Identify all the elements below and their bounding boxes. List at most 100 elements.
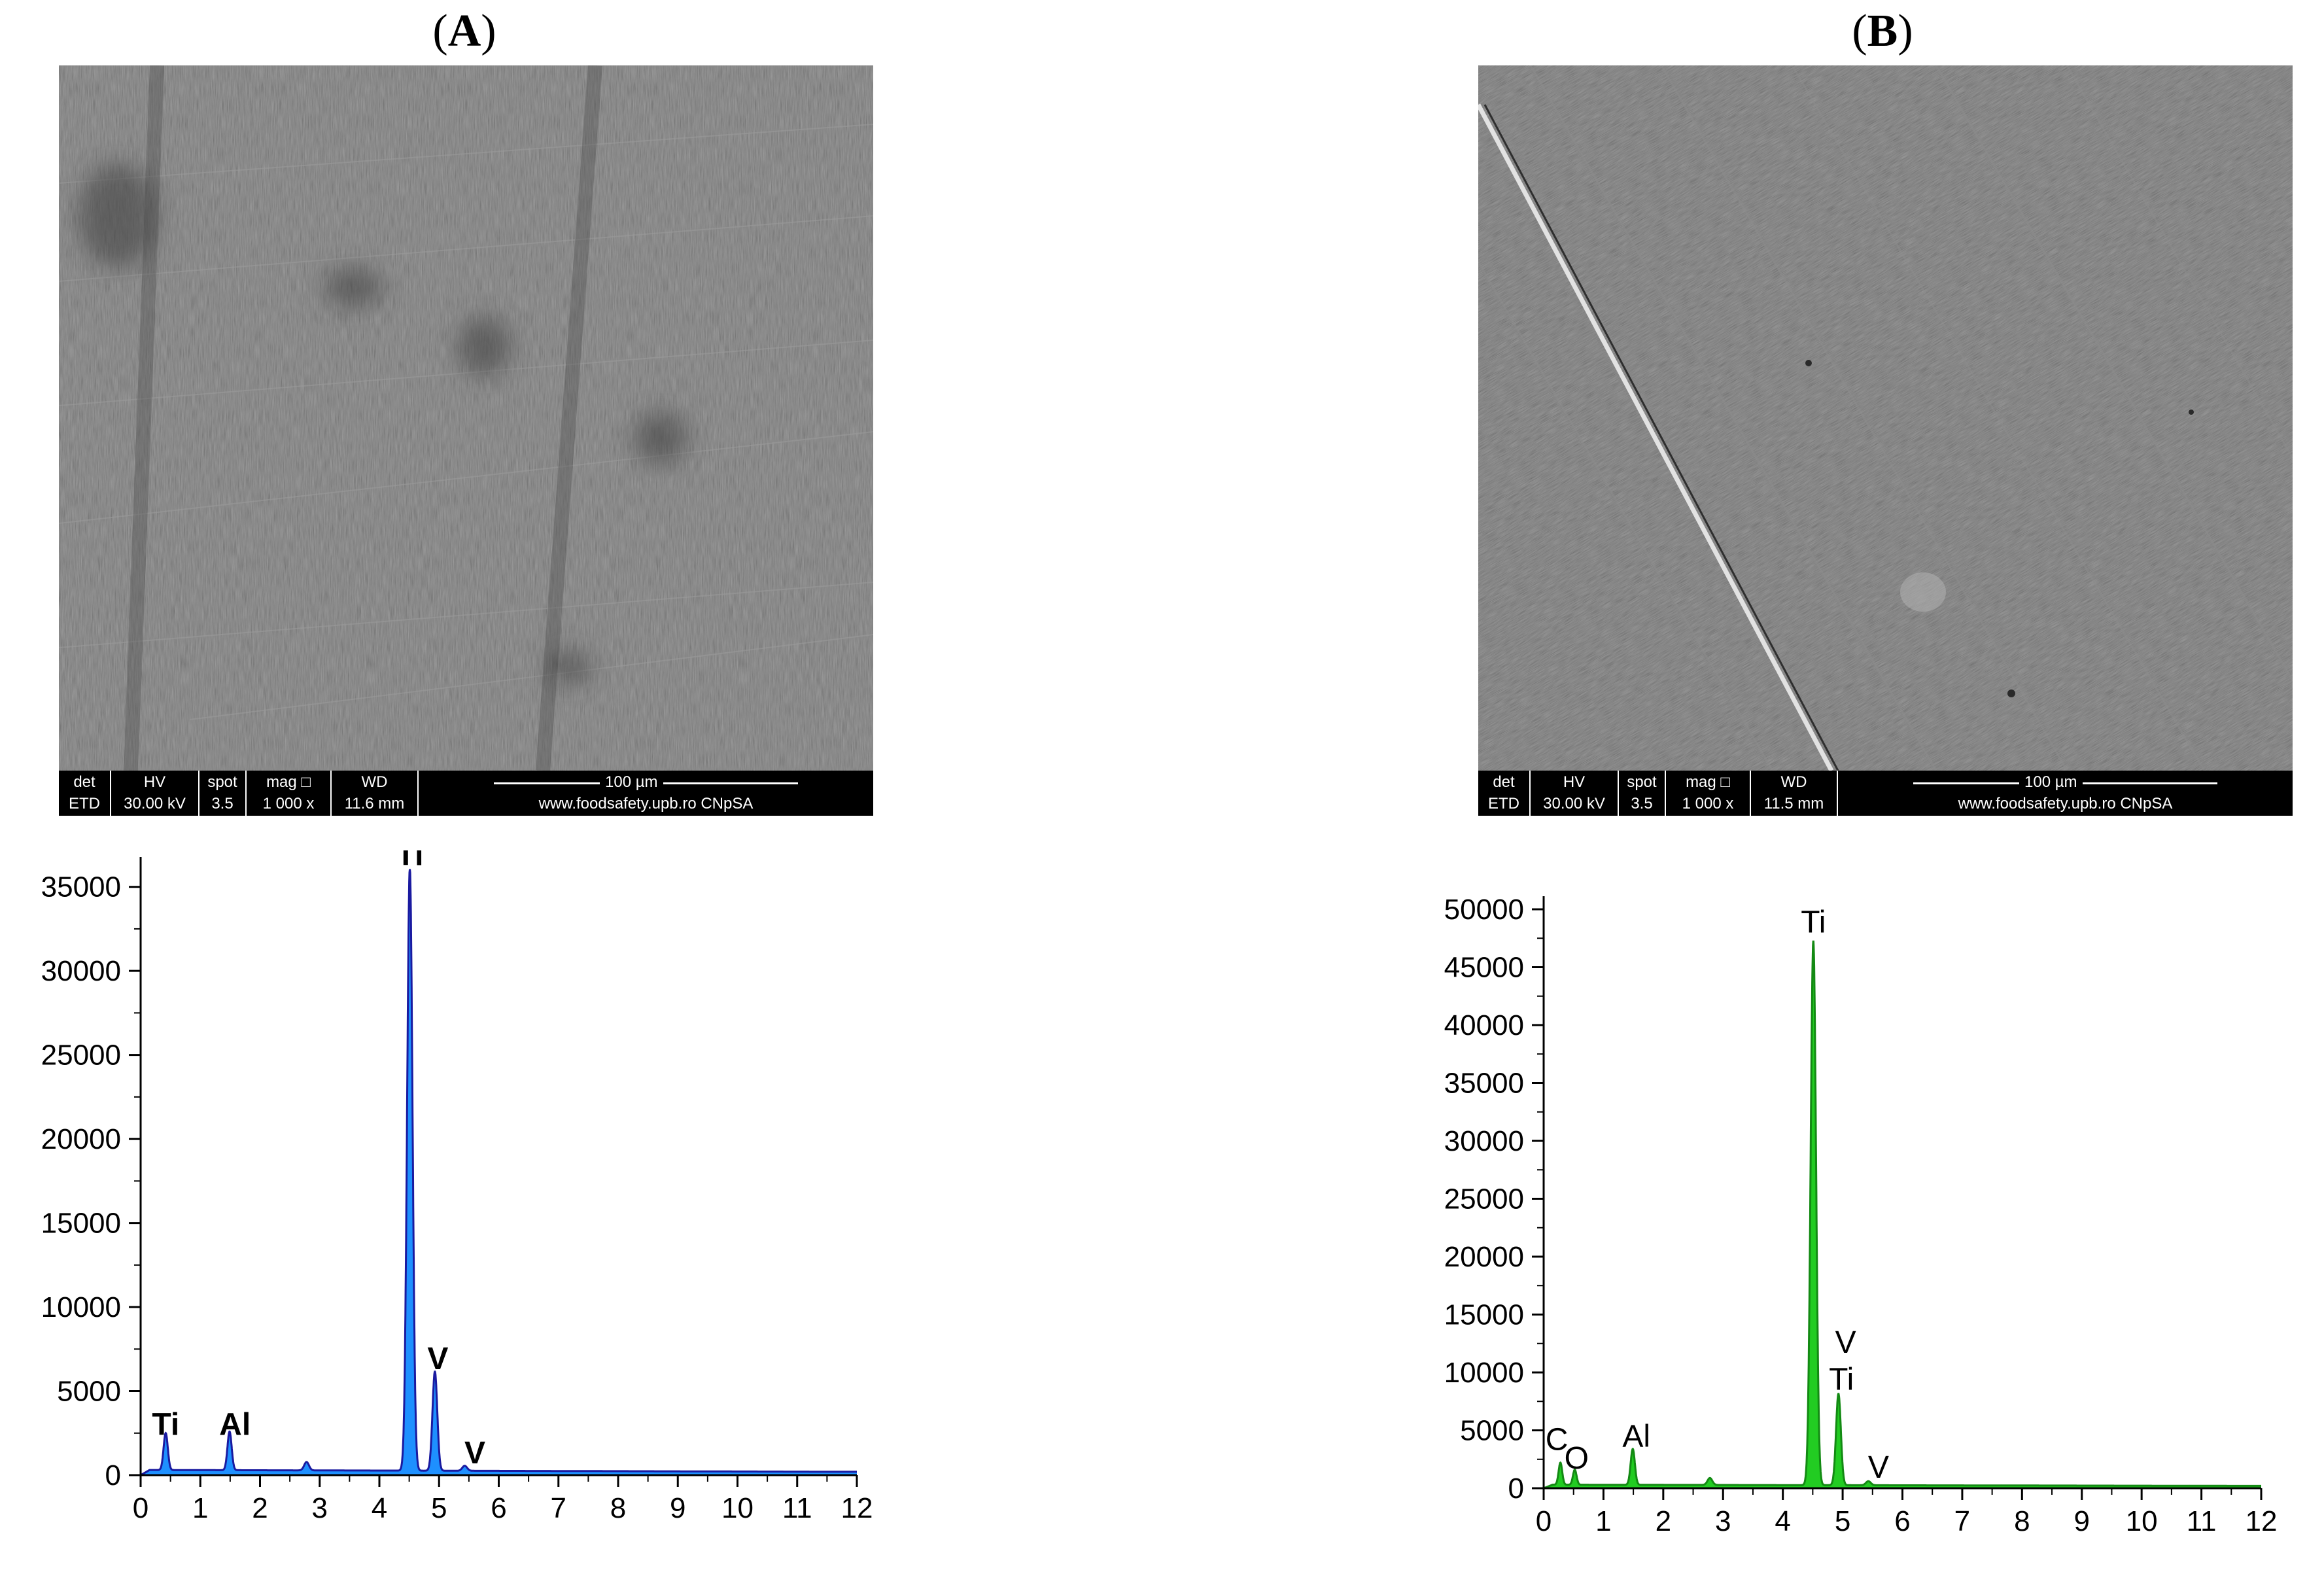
y-tick-label: 20000	[41, 1123, 121, 1155]
x-tick-label: 4	[372, 1492, 387, 1524]
sem-micrograph-b: det ETD HV 30.00 kV spot 3.5 mag □ 1 000…	[1478, 65, 2293, 816]
mag-value: 1 000 x	[262, 795, 315, 812]
x-tick-label: 6	[1894, 1505, 1910, 1537]
eds-spectrum-b-svg: 0 1 2 3 4 5 6 7 8 9 10 11 12050001000015000200002500…	[1444, 894, 2278, 1537]
peak-label: Ti	[1801, 905, 1826, 939]
x-tick-label: 10	[721, 1492, 754, 1524]
peak-label: Al	[219, 1407, 251, 1442]
spectrum-line	[1543, 940, 2261, 1490]
eds-spectrum-a-svg: 0 1 2 3 4 5 6 7 8 9 10 11 12050001000015000200002500…	[41, 850, 873, 1524]
x-tick-label: 1	[192, 1492, 208, 1524]
spot-header: spot	[1627, 773, 1657, 791]
x-tick-label: 0	[133, 1492, 148, 1524]
x-tick-label: 7	[551, 1492, 566, 1524]
eds-spectrum-b: 0 1 2 3 4 5 6 7 8 9 10 11 12 0 5000 10000 15000 20000 2500…	[1406, 850, 2324, 1570]
x-tick-label: 1	[1595, 1505, 1611, 1537]
x-tick-label: 5	[431, 1492, 447, 1524]
wd-value: 11.6 mm	[344, 795, 405, 812]
mag-cell: mag □ 1 000 x	[247, 771, 332, 816]
sem-databar-b: det ETD HV 30.00 kV spot 3.5 mag □ 1 000…	[1478, 771, 2293, 816]
spectrum-line	[140, 869, 857, 1476]
peak-label: Ti	[396, 850, 424, 872]
sem-image-b	[1478, 65, 2293, 771]
spot-value: 3.5	[211, 795, 234, 812]
hv-value: 30.00 kV	[124, 795, 186, 812]
peak-label: V	[1835, 1325, 1856, 1360]
x-tick-label: 6	[491, 1492, 506, 1524]
x-tick-label: 11	[2187, 1505, 2217, 1537]
spot-value: 3.5	[1631, 795, 1653, 812]
x-tick-label: 2	[1656, 1505, 1671, 1537]
spectrum-fill	[1544, 941, 2261, 1488]
scale-label: 100 µm	[600, 772, 663, 793]
hv-cell: HV 30.00 kV	[1531, 771, 1619, 816]
x-tick-label: 9	[670, 1492, 685, 1524]
sem-databar-a: det ETD HV 30.00 kV spot 3.5 mag □ 1 000…	[59, 771, 873, 816]
panel-a-letter: A	[447, 6, 481, 56]
y-tick-label: 0	[105, 1459, 121, 1492]
spot-header: spot	[207, 773, 237, 791]
x-tick-label: 0	[1536, 1505, 1552, 1537]
y-tick-label: 30000	[41, 955, 121, 987]
peak-label: Ti	[1829, 1363, 1854, 1397]
panel-b-label: (B)	[1852, 6, 1913, 56]
sem-micrograph-a: det ETD HV 30.00 kV spot 3.5 mag □ 1 000…	[59, 65, 873, 816]
lab-url: www.foodsafety.upb.ro CNpSA	[538, 795, 754, 812]
x-tick-label: 9	[2074, 1505, 2090, 1537]
y-tick-label: 10000	[41, 1291, 121, 1323]
wd-header: WD	[1780, 773, 1807, 791]
scale-label: 100 µm	[2019, 772, 2083, 793]
y-tick-label: 25000	[41, 1039, 121, 1072]
wd-value: 11.5 mm	[1763, 795, 1824, 812]
x-tick-label: 8	[2014, 1505, 2030, 1537]
spectrum-fill	[141, 870, 857, 1475]
mag-header: mag □	[1686, 773, 1730, 791]
x-tick-label: 11	[782, 1492, 812, 1524]
scale-area: 100 µm www.foodsafety.upb.ro CNpSA	[1838, 771, 2293, 816]
y-tick-label: 5000	[57, 1376, 121, 1408]
x-tick-label: 3	[312, 1492, 328, 1524]
spot-cell: spot 3.5	[1619, 771, 1666, 816]
y-tick-label: 20000	[1444, 1241, 1524, 1273]
det-cell: det ETD	[59, 771, 111, 816]
wd-cell: WD 11.6 mm	[332, 771, 419, 816]
peak-label: V	[427, 1342, 448, 1376]
hv-value: 30.00 kV	[1543, 795, 1605, 812]
x-tick-label: 12	[841, 1492, 873, 1524]
panel-b-letter: B	[1867, 6, 1898, 56]
y-tick-label: 15000	[1444, 1299, 1524, 1331]
x-tick-label: 7	[1954, 1505, 1970, 1537]
x-tick-label: 3	[1715, 1505, 1731, 1537]
wd-header: WD	[361, 773, 388, 791]
y-tick-label: 40000	[1444, 1009, 1524, 1041]
det-header: det	[1493, 773, 1515, 791]
scale-area: 100 µm www.foodsafety.upb.ro CNpSA	[419, 771, 873, 816]
x-tick-label: 5	[1835, 1505, 1850, 1537]
peak-label: Ti	[152, 1407, 179, 1442]
eds-spectrum-a: 0 1 2 3 4 5 6 7 8 9 10 11 12 0 5000 10000 15000 20000 2500…	[0, 850, 916, 1570]
hv-cell: HV 30.00 kV	[111, 771, 199, 816]
x-tick-label: 4	[1775, 1505, 1790, 1537]
x-tick-label: 2	[252, 1492, 268, 1524]
det-value: ETD	[1488, 795, 1519, 812]
peak-label: V	[464, 1436, 485, 1471]
peak-label: C	[1546, 1423, 1569, 1457]
hv-header: HV	[143, 773, 166, 791]
x-tick-label: 10	[2126, 1505, 2158, 1537]
y-tick-label: 25000	[1444, 1183, 1524, 1215]
mag-header: mag □	[266, 773, 311, 791]
y-tick-label: 50000	[1444, 894, 1524, 926]
mag-cell: mag □ 1 000 x	[1666, 771, 1751, 816]
peak-label: V	[1868, 1450, 1889, 1485]
y-tick-label: 45000	[1444, 952, 1524, 984]
peak-label: O	[1565, 1441, 1589, 1476]
y-tick-label: 30000	[1444, 1125, 1524, 1157]
peak-label: Al	[1622, 1419, 1650, 1454]
x-tick-label: 12	[2246, 1505, 2278, 1537]
lab-url: www.foodsafety.upb.ro CNpSA	[1958, 795, 2173, 812]
det-cell: det ETD	[1478, 771, 1531, 816]
y-tick-label: 35000	[41, 871, 121, 903]
y-tick-label: 10000	[1444, 1357, 1524, 1389]
mag-value: 1 000 x	[1682, 795, 1734, 812]
hv-header: HV	[1563, 773, 1586, 791]
